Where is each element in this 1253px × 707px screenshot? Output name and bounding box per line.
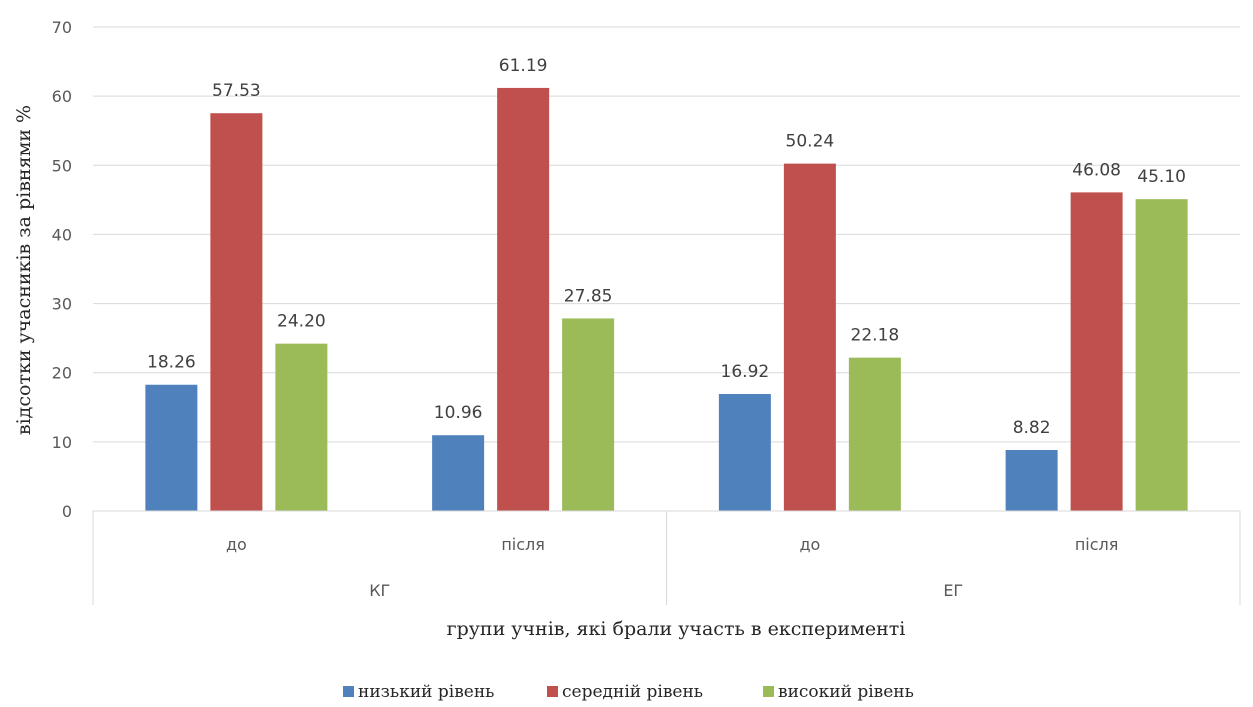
y-tick-label: 10 <box>52 433 72 452</box>
data-label: 8.82 <box>1013 418 1051 438</box>
y-tick-label: 20 <box>52 364 72 383</box>
data-label: 57.53 <box>212 81 261 101</box>
y-tick-label: 40 <box>52 225 72 244</box>
x-category-label: після <box>501 535 545 554</box>
legend-label: середній рівень <box>562 682 703 702</box>
y-axis-title: відсотки учасників за рівнями % <box>13 105 35 435</box>
legend-label: низький рівень <box>358 682 494 702</box>
bar <box>783 163 836 511</box>
x-category-label: після <box>1075 535 1119 554</box>
bar <box>432 435 485 511</box>
bar <box>275 343 328 511</box>
data-label: 16.92 <box>721 362 770 382</box>
y-axis-ticks: 0 10 20 30 40 50 60 70 <box>52 18 72 521</box>
data-labels: 18.26 10.96 16.92 8.82 57.53 61.19 50.24 46.08 2… <box>147 56 1186 438</box>
data-label: 22.18 <box>851 326 900 346</box>
data-label: 27.85 <box>564 286 613 306</box>
bar <box>1070 192 1123 511</box>
bar <box>497 87 550 511</box>
bar <box>718 394 771 511</box>
data-label: 24.20 <box>277 312 326 332</box>
legend-swatch <box>547 686 558 697</box>
x-group-label: КГ <box>369 581 390 600</box>
data-label: 50.24 <box>786 132 835 152</box>
y-tick-label: 50 <box>52 156 72 175</box>
x-group-label: ЕГ <box>943 581 963 600</box>
y-tick-label: 30 <box>52 295 72 314</box>
legend-swatch <box>343 686 354 697</box>
legend-swatch <box>763 686 774 697</box>
bar <box>145 384 198 511</box>
y-tick-label: 70 <box>52 18 72 37</box>
y-tick-label: 60 <box>52 87 72 106</box>
data-label: 45.10 <box>1137 167 1186 187</box>
x-axis-title: групи учнів, які брали участь в експерим… <box>447 618 906 640</box>
data-label: 61.19 <box>499 56 548 76</box>
data-label: 10.96 <box>434 403 483 423</box>
gridlines <box>93 26 1240 443</box>
bar <box>848 357 901 511</box>
bar <box>562 318 615 511</box>
y-tick-label: 0 <box>62 502 72 521</box>
bars <box>145 87 1188 512</box>
legend: низький рівень середній рівень високий рів… <box>343 682 914 702</box>
bar <box>1135 199 1188 511</box>
bar <box>1005 450 1058 511</box>
data-label: 18.26 <box>147 353 196 373</box>
x-category-label: до <box>799 535 820 554</box>
x-axis: до після до після КГ ЕГ <box>92 510 1241 605</box>
x-category-label: до <box>226 535 247 554</box>
legend-label: високий рівень <box>778 682 914 702</box>
bar <box>210 113 263 512</box>
data-label: 46.08 <box>1072 160 1121 180</box>
